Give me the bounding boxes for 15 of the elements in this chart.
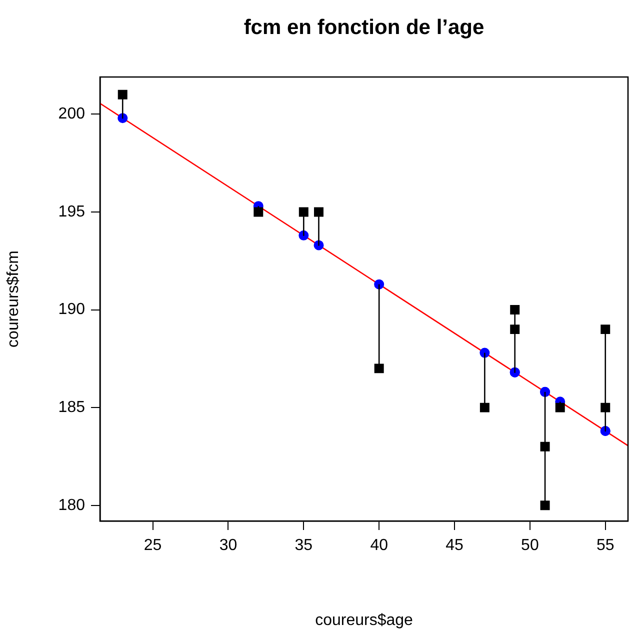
- y-tick-label: 195: [58, 203, 86, 220]
- y-tick-label: 200: [58, 106, 86, 123]
- x-tick-label: 25: [144, 537, 162, 554]
- chart-title: fcm en fonction de l’age: [242, 16, 486, 40]
- x-tick-label: 45: [446, 537, 464, 554]
- y-tick-label: 185: [58, 398, 86, 416]
- x-tick-label: 40: [370, 537, 388, 554]
- y-axis-title: coureurs$fcm: [5, 250, 22, 348]
- x-tick-label: 55: [596, 537, 614, 554]
- y-tick-label: 190: [58, 301, 86, 318]
- x-axis-title: coureurs$age: [315, 612, 414, 629]
- x-tick-label: 50: [521, 537, 539, 554]
- x-tick-label: 30: [219, 537, 238, 554]
- x-tick-label: 35: [294, 537, 313, 554]
- y-tick-label: 180: [58, 496, 86, 514]
